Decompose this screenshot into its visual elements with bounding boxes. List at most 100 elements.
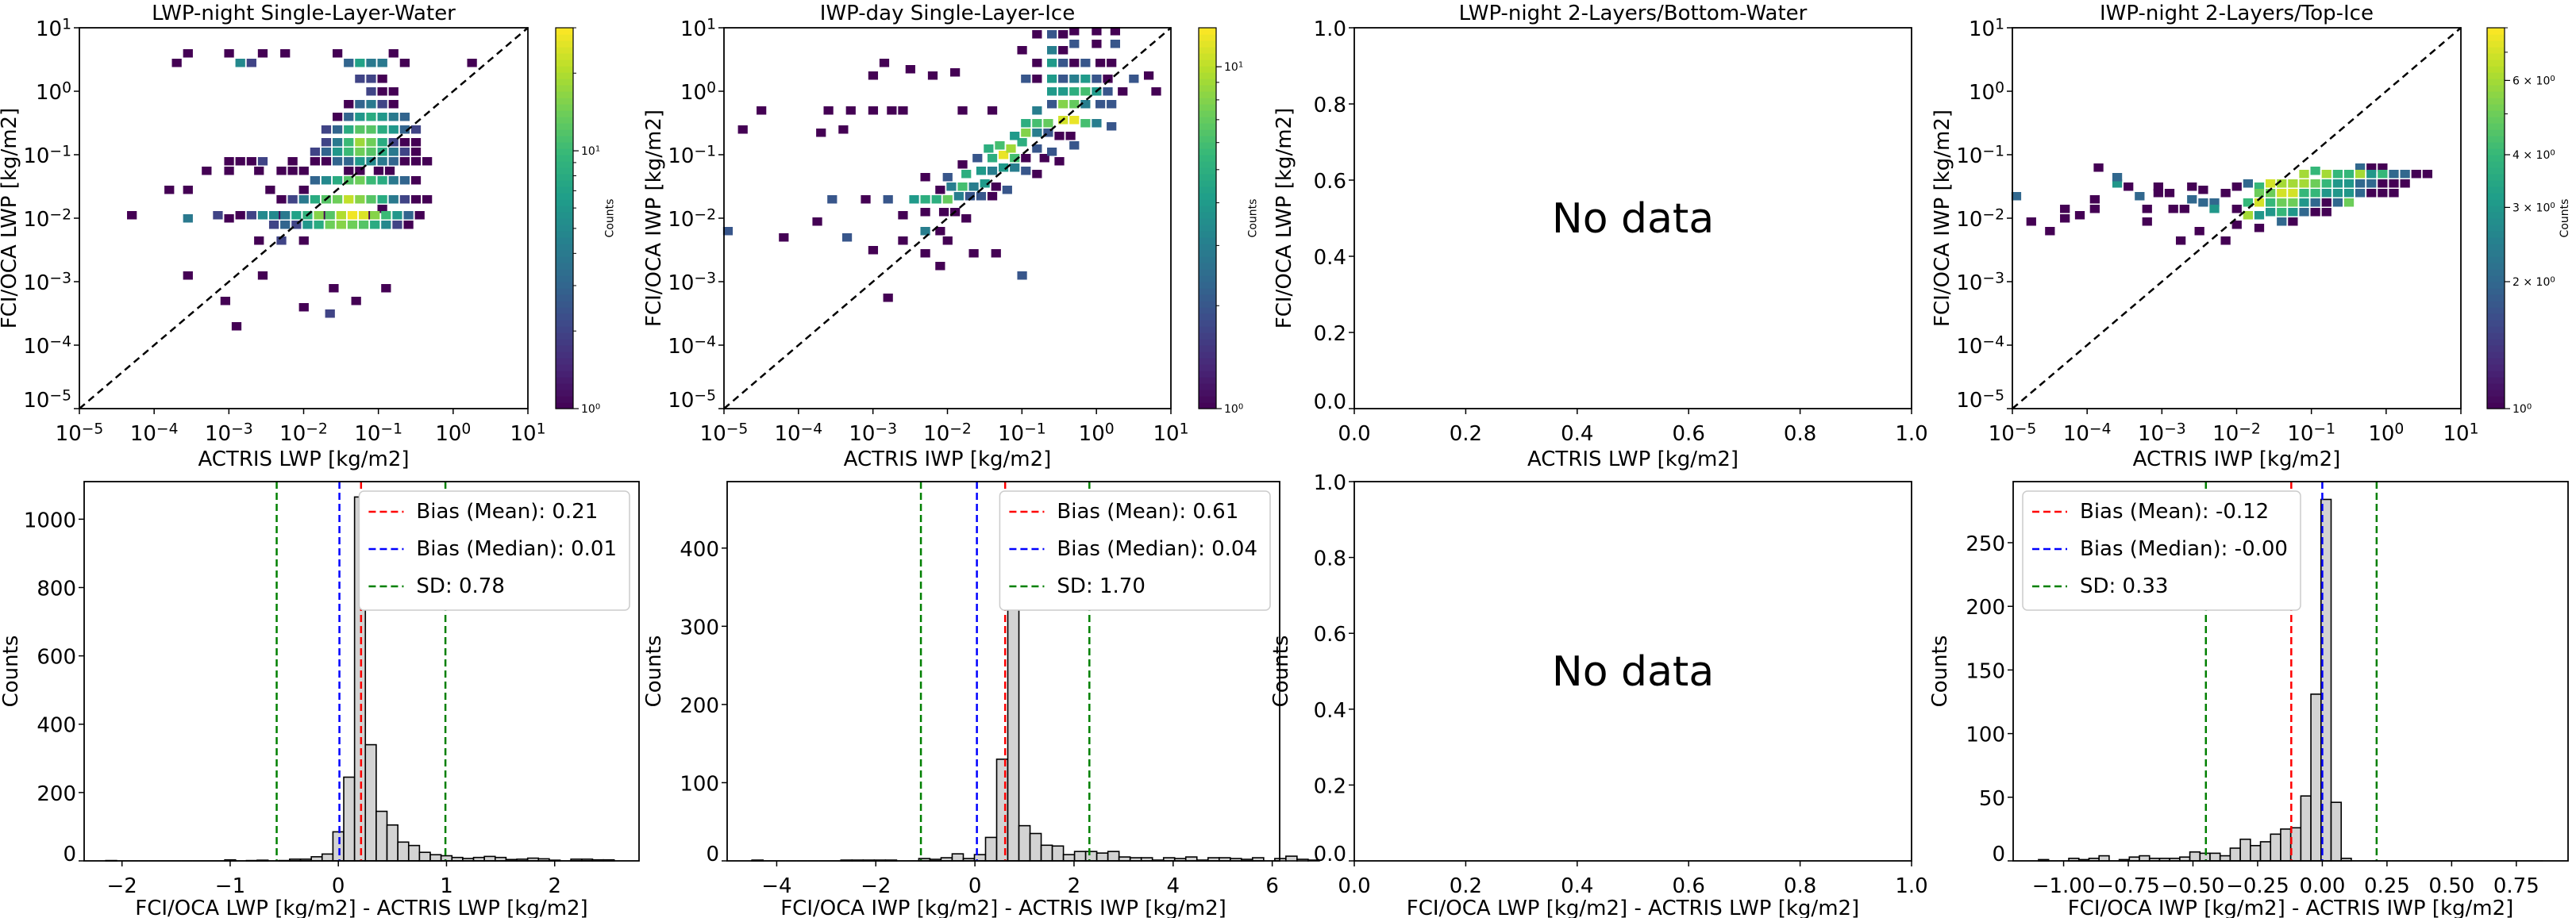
heatmap-cell — [366, 113, 376, 121]
heatmap-cell — [344, 195, 354, 204]
heatmap-cell — [366, 59, 376, 67]
one-to-one-line — [79, 27, 529, 409]
heatmap-cell — [2153, 189, 2164, 198]
colorbar-frame — [1198, 27, 1217, 409]
colorbar-segment — [1199, 66, 1216, 73]
heatmap-cell — [254, 167, 264, 175]
heatmap-cell — [310, 148, 321, 156]
heatmap-cell — [2254, 189, 2265, 198]
heatmap-cell — [991, 249, 1001, 258]
heatmap-cell — [2288, 217, 2298, 226]
heatmap-cell — [1043, 119, 1053, 128]
heatmap-cell — [366, 87, 376, 96]
heatmap-cell — [1080, 100, 1091, 109]
y-tick-label: 10−3 — [1956, 271, 2004, 295]
y-tick-label: 100 — [680, 80, 716, 105]
heatmap-cell — [1032, 59, 1042, 67]
x-tick-label: 0.0 — [1338, 422, 1370, 446]
panel-scatter_lwp_night_single: LWP-night Single-Layer-Water 10−5 10−4 10−3… — [0, 2, 616, 471]
heatmap-cell — [942, 173, 953, 182]
heatmap-cell — [920, 208, 930, 217]
colorbar-segment — [556, 142, 573, 149]
heatmap-cell — [336, 211, 346, 220]
heatmap-cell — [1039, 154, 1049, 163]
heatmap-cell — [355, 125, 365, 134]
y-tick-label: 100 — [1969, 80, 2004, 105]
histogram-bar — [1029, 832, 1042, 862]
heatmap-cell — [257, 211, 268, 220]
panel-scatter_iwp_night_2layer_top: IWP-night 2-Layers/Top-Ice 10−5 10−4 10−3 10… — [1931, 2, 2571, 471]
heatmap-cell — [287, 195, 298, 204]
heatmap-cell — [2243, 198, 2254, 207]
heatmap-cell — [2112, 173, 2123, 182]
heatmap-cell — [999, 163, 1009, 172]
colorbar-segment — [556, 244, 573, 251]
x-axis-label: ACTRIS LWP [kg/m2] — [198, 447, 409, 471]
colorbar-tick-label: 3 × 100 — [2512, 202, 2555, 215]
colorbar-segment — [556, 345, 573, 352]
colorbar-segment — [556, 53, 573, 60]
panel-title: IWP-night 2-Layers/Top-Ice — [2100, 2, 2374, 25]
x-tick-label: 10−1 — [354, 421, 402, 446]
y-tick-label: 10−3 — [668, 271, 716, 295]
colorbar-tick-label: 100 — [581, 402, 600, 416]
colorbar-segment — [2487, 231, 2505, 238]
heatmap-cell — [883, 294, 893, 302]
heatmap-cell — [388, 113, 399, 121]
heatmap-cell — [246, 59, 256, 67]
colorbar-segment — [556, 186, 573, 194]
heatmap-cell — [995, 141, 1005, 150]
colorbar-segment — [2487, 117, 2505, 124]
heatmap-cell — [358, 221, 369, 229]
one-to-one-line — [723, 27, 1172, 409]
y-tick-label: 0.8 — [1314, 94, 1346, 117]
colorbar-segment — [2487, 294, 2505, 302]
colorbar-tick-label: 6 × 100 — [2512, 75, 2555, 88]
panel-title: IWP-day Single-Layer-Ice — [820, 2, 1075, 25]
y-tick-label: 10−1 — [1956, 144, 2004, 168]
heatmap-cell — [905, 65, 915, 74]
heatmap-cell — [381, 211, 391, 220]
heatmap-cell — [1047, 75, 1057, 83]
heatmap-cell — [410, 148, 422, 156]
heatmap-cell — [1080, 59, 1091, 67]
heatmap-cell — [1129, 75, 1139, 83]
colorbar-segment — [556, 351, 573, 359]
x-tick-label: 10−3 — [2138, 421, 2186, 446]
heatmap-cell — [332, 125, 343, 134]
colorbar-segment — [556, 358, 573, 365]
heatmap-cell — [2332, 189, 2343, 198]
colorbar-segment — [556, 161, 573, 168]
heatmap-cell — [1032, 30, 1042, 39]
heatmap-cell — [388, 125, 399, 134]
colorbar-segment — [1199, 332, 1216, 340]
heatmap-cell — [2254, 182, 2265, 191]
heatmap-cell — [1032, 106, 1042, 115]
colorbar-segment — [2487, 40, 2505, 48]
y-tick-label: 101 — [680, 17, 716, 41]
colorbar-tick-label: 101 — [1224, 61, 1243, 75]
x-tick-label: 0.2 — [1450, 422, 1482, 446]
colorbar-segment — [2487, 364, 2505, 371]
heatmap-cell — [377, 157, 387, 166]
heatmap-cell — [2343, 198, 2355, 207]
colorbar-segment — [556, 79, 573, 86]
colorbar-segment — [556, 313, 573, 321]
heatmap-cell — [410, 157, 422, 166]
y-tick-label: 600 — [37, 646, 76, 670]
heatmap-cell — [399, 195, 410, 204]
heatmap-cell — [2332, 198, 2343, 207]
heatmap-cell — [1143, 71, 1154, 80]
colorbar-segment — [2487, 377, 2505, 384]
heatmap-cell — [321, 176, 332, 185]
heatmap-cell — [399, 157, 410, 166]
colorbar-segment — [556, 98, 573, 105]
axes-frame — [83, 481, 640, 862]
x-tick-label: 0 — [968, 874, 982, 898]
heatmap-cell — [2343, 170, 2355, 179]
colorbar-segment — [556, 180, 573, 187]
colorbar-segment — [556, 237, 573, 244]
heatmap-cell — [1002, 186, 1012, 194]
x-tick-label: 0.25 — [2364, 874, 2410, 898]
